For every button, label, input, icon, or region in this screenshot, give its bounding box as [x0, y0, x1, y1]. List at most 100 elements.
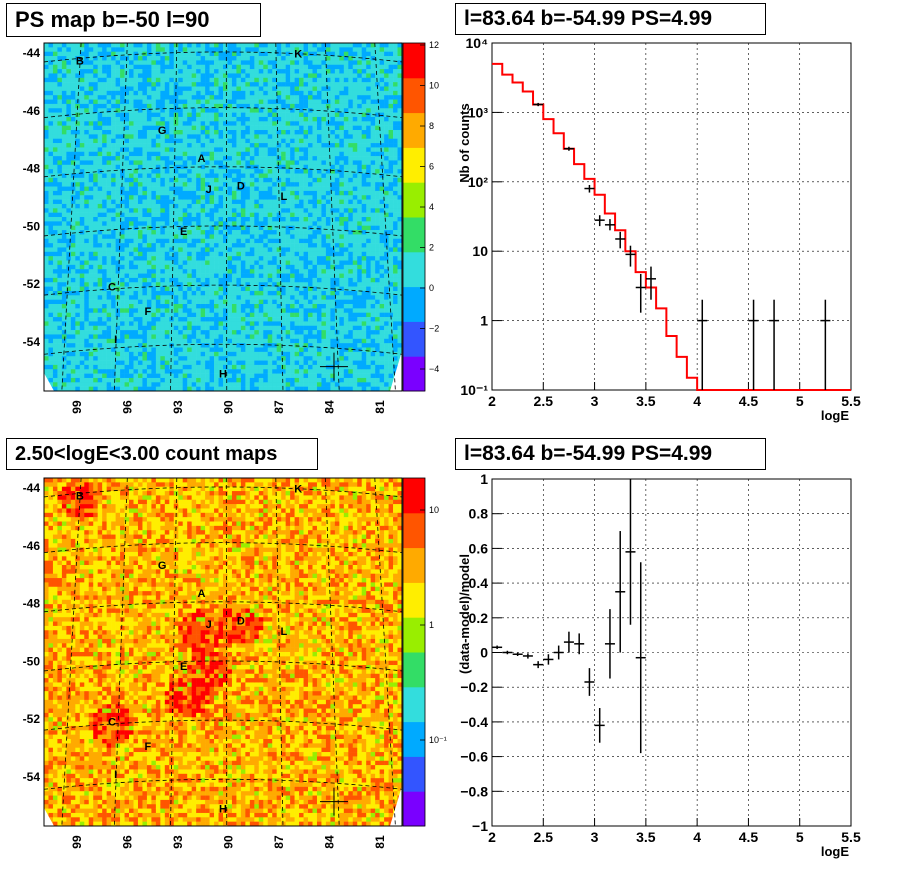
- map-pixel: [88, 208, 94, 213]
- map-pixel: [129, 138, 134, 144]
- map-pixel: [187, 186, 192, 192]
- map-pixel: [178, 386, 184, 392]
- map-pixel: [227, 177, 233, 183]
- map-pixel: [312, 203, 318, 209]
- map-pixel: [97, 234, 103, 240]
- map-pixel: [263, 260, 269, 266]
- map-pixel: [227, 356, 233, 361]
- map-pixel: [254, 247, 260, 253]
- map-pixel: [200, 221, 206, 226]
- map-pixel: [299, 299, 304, 305]
- map-pixel: [245, 212, 251, 218]
- map-pixel: [236, 325, 242, 331]
- map-pixel: [316, 225, 322, 231]
- map-pixel: [48, 312, 54, 318]
- map-pixel: [231, 369, 237, 374]
- map-pixel: [93, 351, 98, 357]
- map-pixel: [52, 256, 58, 261]
- map-pixel: [200, 69, 206, 74]
- map-pixel: [240, 269, 246, 274]
- map-pixel: [88, 330, 94, 335]
- map-pixel: [129, 299, 134, 305]
- map-pixel: [299, 334, 304, 340]
- map-pixel: [66, 173, 72, 179]
- map-pixel: [169, 169, 175, 174]
- map-pixel: [52, 347, 58, 353]
- map-pixel: [316, 360, 322, 366]
- map-pixel: [299, 56, 304, 61]
- map-pixel: [102, 151, 107, 157]
- map-pixel: [254, 182, 260, 187]
- map-pixel: [155, 351, 161, 357]
- map-pixel: [61, 143, 67, 148]
- map-pixel: [182, 173, 188, 179]
- map-pixel: [227, 60, 233, 66]
- map-pixel: [218, 130, 224, 135]
- map-pixel: [70, 138, 76, 144]
- map-pixel: [281, 386, 286, 392]
- map-pixel: [299, 290, 304, 296]
- map-pixel: [102, 277, 107, 283]
- map-pixel: [106, 143, 112, 148]
- map-pixel: [79, 108, 85, 113]
- map-pixel: [66, 256, 72, 261]
- map-pixel: [61, 269, 67, 274]
- map-pixel: [178, 86, 184, 92]
- map-pixel: [240, 47, 246, 52]
- map-pixel: [173, 156, 179, 161]
- map-pixel: [308, 260, 313, 266]
- map-pixel: [160, 321, 166, 327]
- map-pixel: [57, 234, 63, 240]
- map-pixel: [75, 121, 81, 126]
- map-pixel: [205, 373, 210, 379]
- map-pixel: [223, 164, 228, 170]
- map-pixel: [120, 56, 125, 61]
- map-pixel: [209, 69, 215, 74]
- map-pixel: [106, 160, 112, 166]
- map-pixel: [312, 269, 318, 274]
- map-pixel: [151, 290, 157, 296]
- map-pixel: [205, 73, 210, 79]
- map-pixel: [124, 382, 130, 387]
- map-pixel: [178, 43, 184, 48]
- map-pixel: [263, 125, 269, 131]
- map-pixel: [231, 169, 237, 174]
- map-pixel: [272, 77, 277, 83]
- map-pixel: [169, 304, 175, 309]
- map-pixel: [285, 156, 291, 161]
- map-pixel: [182, 190, 188, 196]
- map-pixel: [249, 51, 255, 57]
- map-pixel: [151, 225, 157, 231]
- map-pixel: [120, 286, 125, 292]
- map-pixel: [231, 343, 237, 348]
- map-pixel: [316, 199, 322, 205]
- map-pixel: [102, 217, 107, 222]
- map-pixel: [205, 256, 210, 261]
- map-pixel: [93, 116, 98, 122]
- map-pixel: [218, 160, 224, 166]
- map-pixel: [106, 290, 112, 296]
- map-pixel: [209, 208, 215, 213]
- map-pixel: [231, 56, 237, 61]
- map-pixel: [312, 134, 318, 139]
- map-pixel: [129, 212, 134, 218]
- map-pixel: [285, 190, 291, 196]
- map-pixel: [129, 312, 134, 318]
- map-pixel: [48, 190, 54, 196]
- map-pixel: [142, 295, 148, 300]
- map-pixel: [120, 151, 125, 157]
- map-pixel: [129, 43, 134, 48]
- map-pixel: [88, 95, 94, 100]
- map-pixel: [236, 90, 242, 96]
- map-pixel: [164, 77, 170, 83]
- map-pixel: [285, 304, 291, 309]
- map-pixel: [285, 86, 291, 92]
- map-pixel: [205, 330, 210, 335]
- map-pixel: [299, 295, 304, 300]
- map-pixel: [227, 330, 233, 335]
- map-pixel: [106, 247, 112, 253]
- map-pixel: [120, 273, 125, 279]
- map-pixel: [200, 73, 206, 79]
- map-pixel: [120, 173, 125, 179]
- map-pixel: [303, 156, 309, 161]
